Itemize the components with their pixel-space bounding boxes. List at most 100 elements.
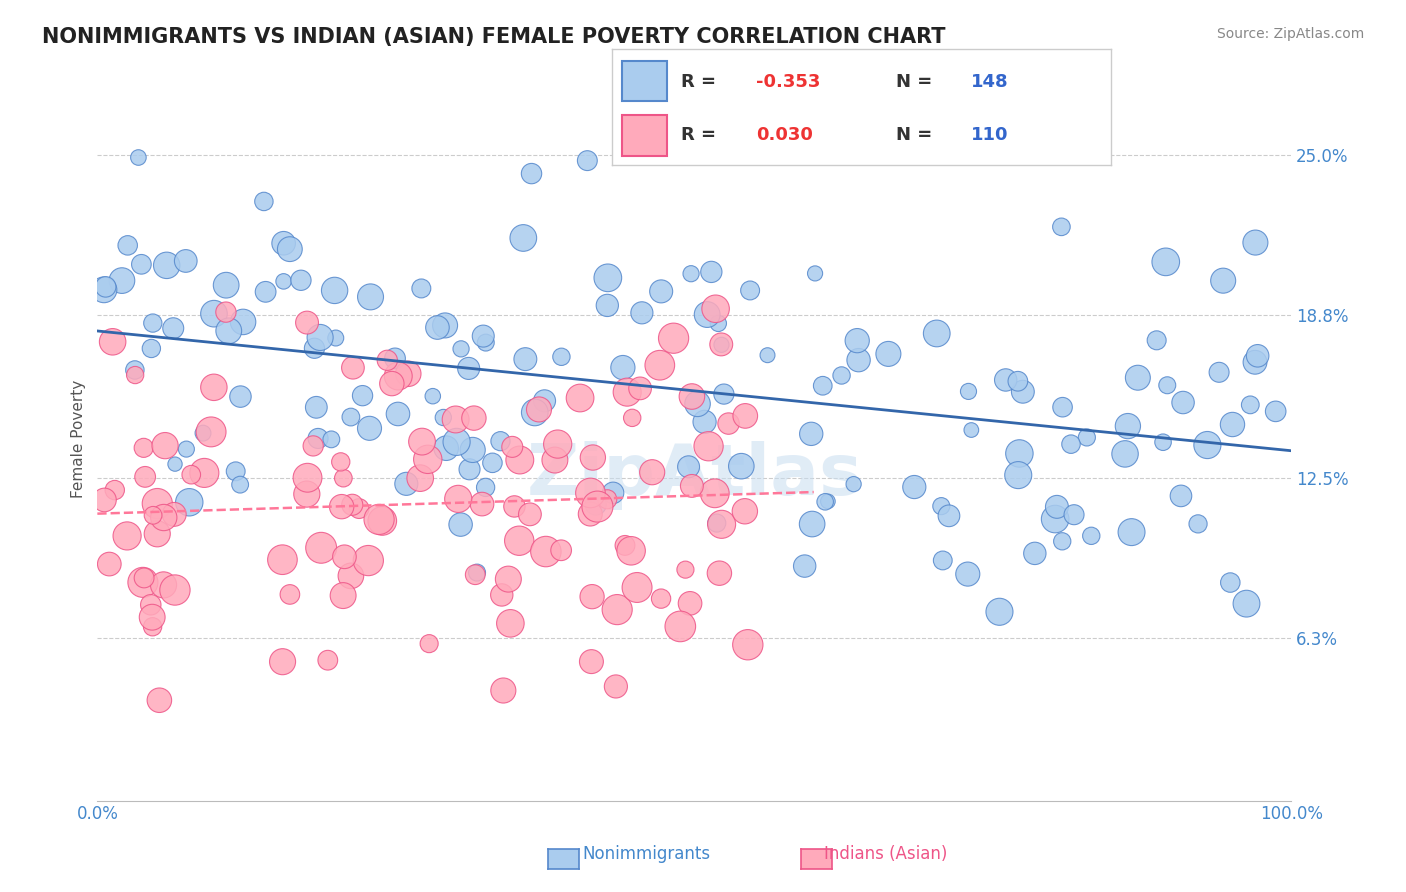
Point bbox=[1146, 334, 1168, 348]
Point bbox=[492, 683, 515, 698]
Point bbox=[1050, 219, 1073, 234]
Point bbox=[215, 305, 238, 319]
Point bbox=[707, 317, 730, 331]
Point bbox=[1116, 419, 1139, 434]
Point bbox=[409, 471, 432, 485]
Point bbox=[98, 557, 121, 571]
Text: Source: ZipAtlas.com: Source: ZipAtlas.com bbox=[1216, 27, 1364, 41]
Text: N =: N = bbox=[896, 72, 939, 90]
Point bbox=[1244, 355, 1267, 369]
Point bbox=[706, 516, 728, 530]
Point bbox=[925, 326, 948, 341]
Point bbox=[278, 587, 301, 601]
Point bbox=[450, 517, 472, 532]
Point bbox=[650, 591, 672, 606]
Point bbox=[273, 274, 295, 288]
Point bbox=[141, 610, 163, 624]
Point bbox=[481, 456, 503, 470]
Point bbox=[411, 434, 433, 449]
Point bbox=[387, 369, 409, 384]
Point bbox=[148, 693, 170, 707]
Point bbox=[179, 495, 201, 509]
Point bbox=[512, 231, 534, 245]
Point bbox=[734, 504, 756, 518]
Point bbox=[381, 376, 404, 391]
FancyBboxPatch shape bbox=[621, 115, 666, 156]
Point bbox=[340, 569, 363, 583]
Point bbox=[191, 426, 214, 441]
Point bbox=[180, 467, 202, 482]
Point bbox=[200, 425, 222, 439]
Y-axis label: Female Poverty: Female Poverty bbox=[72, 380, 86, 498]
Point bbox=[1046, 500, 1069, 514]
Point bbox=[814, 495, 837, 509]
Point bbox=[229, 477, 252, 491]
Point bbox=[1024, 546, 1046, 560]
Point bbox=[278, 242, 301, 256]
Text: 0.030: 0.030 bbox=[756, 126, 813, 144]
Point bbox=[1050, 534, 1073, 549]
Point bbox=[669, 619, 692, 633]
Point bbox=[304, 341, 326, 355]
Point bbox=[704, 301, 727, 316]
Point bbox=[117, 238, 139, 252]
Point bbox=[163, 508, 186, 522]
Point bbox=[931, 499, 953, 513]
Point bbox=[569, 391, 592, 405]
Point bbox=[515, 352, 537, 367]
Point bbox=[416, 452, 439, 467]
Point bbox=[501, 440, 523, 454]
Point bbox=[309, 541, 332, 555]
Point bbox=[696, 308, 718, 322]
Point bbox=[848, 353, 870, 368]
Point bbox=[734, 409, 756, 423]
Point bbox=[387, 407, 409, 421]
Point bbox=[831, 368, 853, 383]
Point bbox=[804, 267, 827, 281]
Point bbox=[596, 298, 619, 312]
Point bbox=[842, 477, 865, 491]
Point bbox=[368, 512, 391, 526]
Point bbox=[693, 415, 716, 429]
Point bbox=[475, 335, 498, 350]
Point bbox=[156, 258, 179, 272]
Text: ZipAtlas: ZipAtlas bbox=[526, 441, 862, 509]
Point bbox=[1236, 597, 1258, 611]
Point bbox=[576, 153, 599, 168]
Text: R =: R = bbox=[682, 72, 723, 90]
Point bbox=[411, 281, 433, 295]
Point bbox=[446, 434, 468, 449]
Point bbox=[620, 543, 643, 558]
Point bbox=[316, 653, 339, 667]
Point bbox=[463, 411, 485, 425]
Point bbox=[124, 363, 146, 377]
Point bbox=[273, 236, 295, 251]
Point bbox=[295, 487, 318, 501]
Point bbox=[641, 465, 664, 479]
Point bbox=[1156, 378, 1178, 392]
Point bbox=[737, 638, 759, 652]
Point bbox=[332, 589, 354, 603]
Point bbox=[675, 563, 697, 577]
Point bbox=[302, 439, 325, 453]
Text: -0.353: -0.353 bbox=[756, 72, 821, 90]
Point bbox=[93, 283, 115, 297]
Point bbox=[509, 453, 531, 467]
Point bbox=[342, 498, 364, 512]
Point bbox=[523, 405, 546, 419]
Point bbox=[422, 389, 444, 403]
Point bbox=[508, 533, 530, 548]
Point bbox=[434, 318, 457, 333]
Point bbox=[215, 278, 238, 293]
Point bbox=[579, 507, 602, 521]
Point bbox=[605, 680, 627, 694]
Point bbox=[229, 390, 252, 404]
Point bbox=[342, 360, 364, 375]
Text: 148: 148 bbox=[972, 72, 1008, 90]
Point bbox=[1007, 374, 1029, 388]
Point bbox=[1060, 437, 1083, 451]
Point bbox=[710, 517, 733, 532]
Point bbox=[202, 380, 225, 394]
FancyBboxPatch shape bbox=[621, 61, 666, 102]
Point bbox=[550, 350, 572, 364]
